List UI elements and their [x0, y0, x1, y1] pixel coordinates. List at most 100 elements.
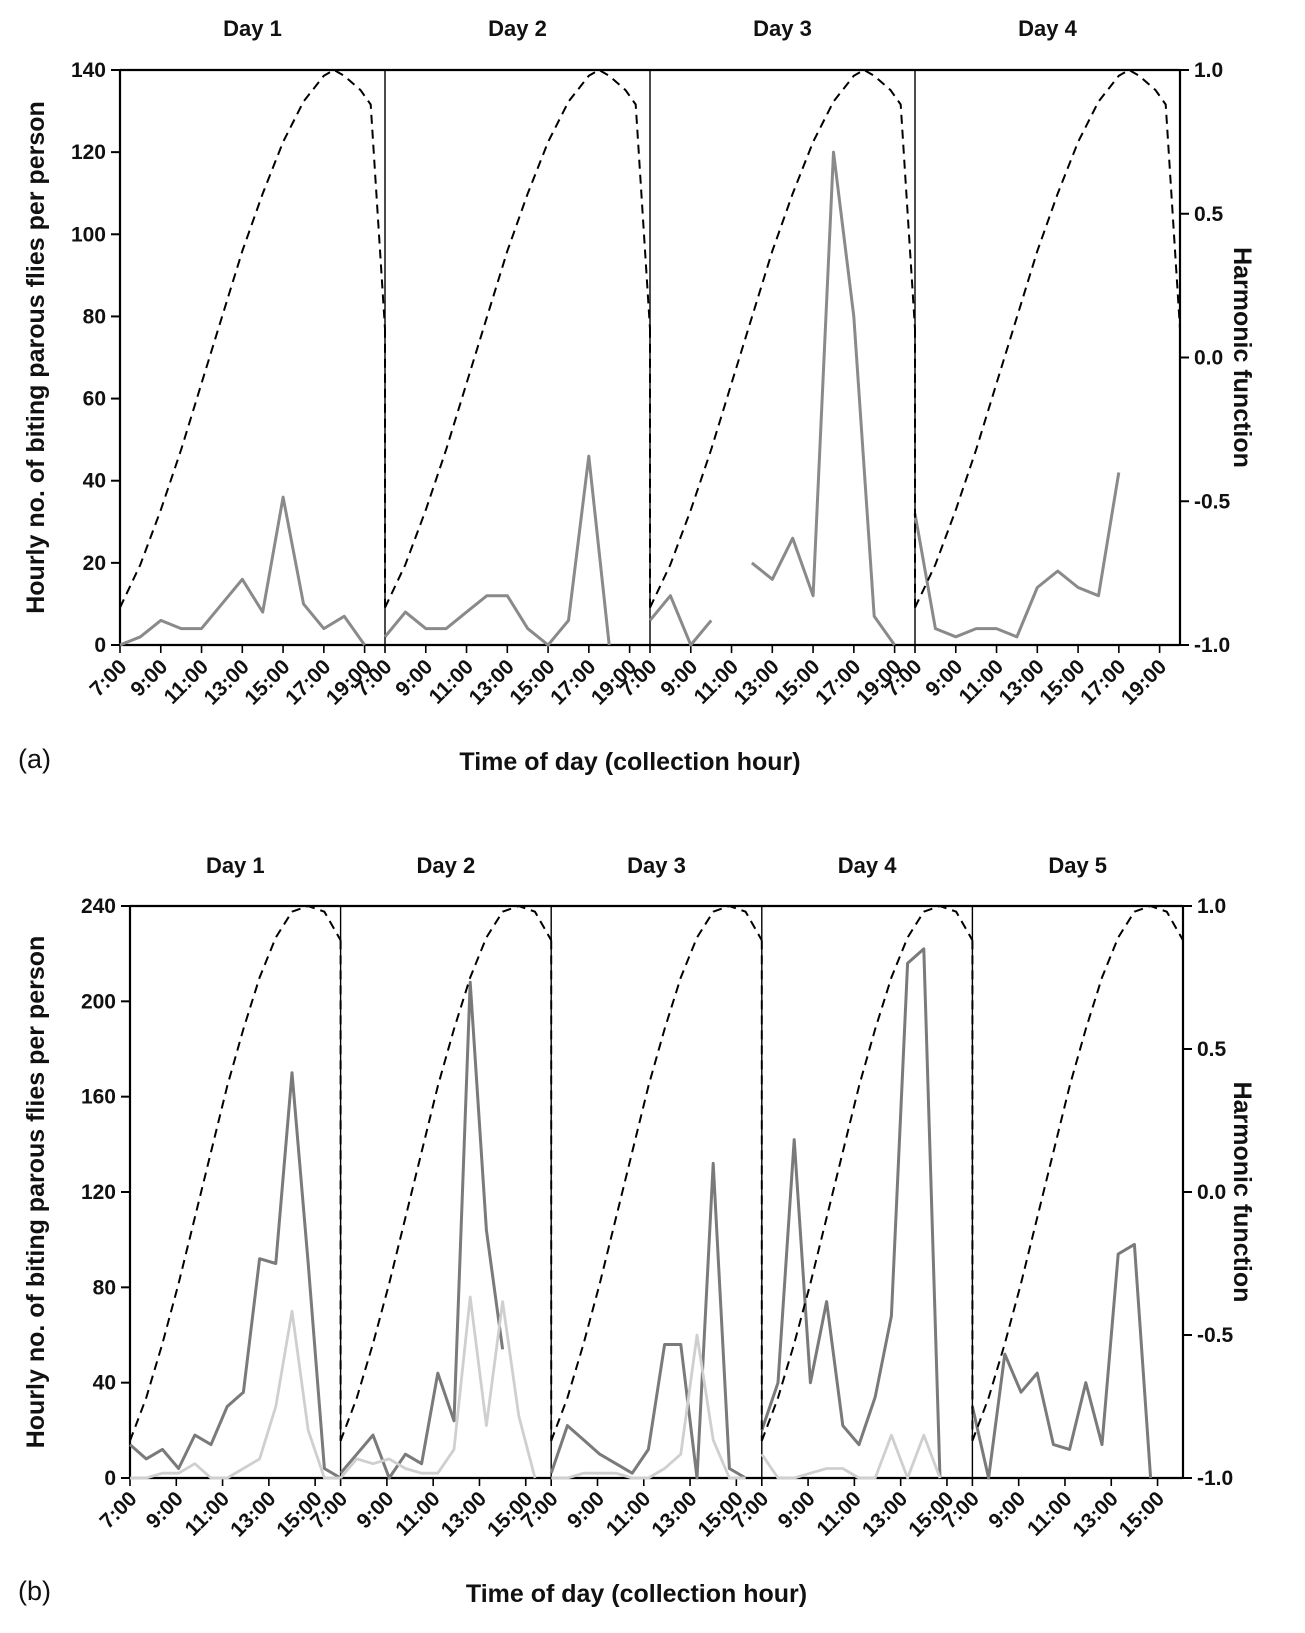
- observed-series-light: [551, 1333, 746, 1480]
- day-label: Day 3: [753, 16, 812, 41]
- y-tick-label: 120: [81, 1181, 116, 1204]
- observed-series: [119, 495, 366, 647]
- harmonic-series: [339, 904, 553, 1442]
- harmonic-series: [971, 904, 1184, 1442]
- x-tick-label: 11:00: [602, 1487, 655, 1540]
- x-tick-label: 11:00: [1023, 1487, 1076, 1540]
- y2-tick-label: -0.5: [1194, 490, 1231, 513]
- x-tick-label: 19:00: [1117, 655, 1171, 709]
- x-tick-label: 9:00: [563, 1487, 609, 1533]
- y2-tick-label: 0.0: [1194, 347, 1223, 370]
- day-label: Day 1: [206, 853, 265, 878]
- y2-tick-label: -1.0: [1197, 1467, 1233, 1490]
- observed-series: [648, 594, 713, 647]
- y-tick-label: 0: [104, 1467, 116, 1490]
- y2-tick-label: 0.0: [1197, 1181, 1226, 1204]
- y2-tick-label: -0.5: [1197, 1324, 1234, 1347]
- harmonic-series: [384, 68, 651, 609]
- x-tick-label: 15:00: [240, 655, 294, 709]
- y-tick-label: 80: [93, 1276, 116, 1299]
- x-tick-label: 7:00: [96, 1487, 142, 1533]
- x-tick-label: 17:00: [546, 655, 600, 709]
- observed-series-light: [130, 1309, 341, 1480]
- harmonic-series: [649, 68, 916, 609]
- x-tick-label: 11:00: [425, 655, 478, 708]
- y2-axis-title: Harmonic function: [1228, 1082, 1256, 1303]
- y2-tick-label: 0.5: [1197, 1038, 1227, 1061]
- harmonic-series: [760, 904, 974, 1442]
- y-tick-label: 200: [81, 990, 116, 1013]
- panel-label: (b): [18, 1576, 51, 1606]
- y-tick-label: 60: [83, 388, 106, 411]
- observed-series: [383, 454, 611, 647]
- y-tick-label: 120: [71, 141, 106, 164]
- x-tick-label: 13:00: [995, 655, 1049, 709]
- x-tick-label: 13:00: [226, 1487, 280, 1541]
- observed-series: [970, 1242, 1153, 1480]
- y-axis-title: Hourly no. of biting parous flies per pe…: [22, 936, 50, 1449]
- observed-series: [129, 1071, 342, 1480]
- y-tick-label: 160: [81, 1086, 116, 1109]
- x-tick-label: 9:00: [984, 1487, 1030, 1533]
- observed-series: [750, 150, 896, 646]
- x-tick-label: 15:00: [1035, 655, 1089, 709]
- y2-tick-label: 1.0: [1197, 895, 1226, 918]
- observed-series: [760, 947, 942, 1479]
- day-label: Day 5: [1048, 853, 1107, 878]
- x-axis-title: Time of day (collection hour): [459, 748, 800, 776]
- day-label: Day 4: [838, 853, 897, 878]
- x-tick-label: 15:00: [505, 655, 559, 709]
- x-tick-label: 11:00: [160, 655, 213, 708]
- observed-series-light: [339, 1295, 537, 1479]
- x-tick-label: 7:00: [86, 655, 132, 701]
- day-label: Day 3: [627, 853, 686, 878]
- y-tick-label: 100: [71, 223, 106, 246]
- x-tick-label: 13:00: [858, 1487, 912, 1541]
- y2-tick-label: 1.0: [1194, 59, 1223, 82]
- harmonic-series: [550, 904, 763, 1442]
- y-tick-label: 40: [93, 1372, 116, 1395]
- x-tick-label: 15:00: [1115, 1487, 1169, 1541]
- x-tick-label: 11:00: [812, 1487, 865, 1540]
- harmonic-series: [914, 68, 1181, 609]
- x-tick-label: 11:00: [690, 655, 743, 708]
- y2-tick-label: -1.0: [1194, 634, 1230, 657]
- observed-series: [549, 1161, 747, 1480]
- y2-tick-label: 0.5: [1194, 203, 1224, 226]
- x-axis-title: Time of day (collection hour): [466, 1580, 807, 1608]
- observed-series: [339, 980, 505, 1480]
- y-axis-title: Hourly no. of biting parous flies per pe…: [22, 101, 50, 614]
- harmonic-series: [119, 68, 386, 609]
- day-label: Day 2: [488, 16, 547, 41]
- day-label: Day 4: [1018, 16, 1077, 41]
- y-tick-label: 80: [83, 305, 106, 328]
- x-tick-label: 13:00: [1069, 1487, 1123, 1541]
- observed-series-light: [760, 1433, 942, 1480]
- day-label: Day 1: [223, 16, 282, 41]
- panel-label: (a): [18, 744, 51, 774]
- x-tick-label: 9:00: [142, 1487, 188, 1533]
- y-tick-label: 0: [94, 634, 106, 657]
- x-tick-label: 13:00: [200, 655, 254, 709]
- panel-a: 0 20 40 60 80 100 120 140 -1.0 -0.5 0.0 0.5 1.0 Day 1…: [18, 16, 1256, 776]
- x-tick-label: 11:00: [181, 1487, 234, 1540]
- x-tick-label: 13:00: [647, 1487, 701, 1541]
- panel-b: 0 40 80 120 160 200 240 -1.0 -0.5 0.0 0.5 1.0 Day 1 7…: [18, 853, 1256, 1608]
- harmonic-series: [129, 904, 342, 1442]
- x-tick-label: 17:00: [1076, 655, 1130, 709]
- x-tick-label: 9:00: [774, 1487, 820, 1533]
- x-tick-label: 13:00: [437, 1487, 491, 1541]
- y2-axis-title: Harmonic function: [1228, 247, 1256, 468]
- x-tick-label: 15:00: [770, 655, 824, 709]
- y-tick-label: 240: [81, 895, 116, 918]
- y-tick-label: 20: [83, 552, 106, 575]
- x-tick-label: 11:00: [955, 655, 1008, 708]
- x-tick-label: 17:00: [811, 655, 865, 709]
- x-tick-label: 11:00: [391, 1487, 444, 1540]
- x-tick-label: 17:00: [281, 655, 335, 709]
- y-tick-label: 140: [71, 59, 106, 82]
- x-tick-label: 13:00: [730, 655, 784, 709]
- x-tick-label: 13:00: [465, 655, 519, 709]
- day-label: Day 2: [417, 853, 476, 878]
